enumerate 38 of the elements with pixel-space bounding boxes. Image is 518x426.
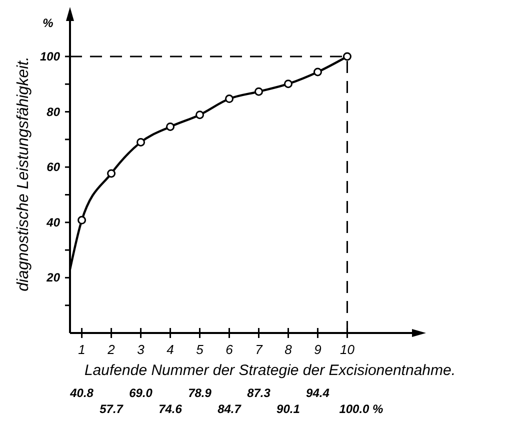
text: 84.7 [218, 402, 242, 416]
x-tick-label: 9 [314, 342, 322, 357]
text: 94.4 [306, 386, 330, 400]
text: 40.8 [69, 386, 94, 400]
text: 74.6 [158, 402, 182, 416]
x-tick-label: 10 [340, 342, 356, 357]
point [136, 138, 146, 146]
y-axis-title: diagnostische Leistungsfähigkeit. [15, 56, 32, 292]
point [342, 52, 352, 61]
point [166, 122, 175, 131]
x-tick-label: 5 [196, 342, 204, 357]
y-tick-label: 60 [46, 160, 60, 174]
x-axis-title: Laufende Nummer der Strategie der Excisionentnahme. [84, 362, 456, 379]
text: 69.0 [129, 386, 153, 400]
point [284, 80, 292, 88]
y-tick-label: 40 [46, 215, 60, 230]
y-tick-label: 80 [46, 104, 60, 119]
x-tick-label: 7 [255, 342, 264, 357]
x-tick-label: 8 [284, 342, 293, 357]
text: 78.9 [188, 386, 212, 400]
y-tick-label: 100 [40, 49, 60, 64]
x-tick-label: 2 [106, 342, 116, 357]
point [78, 216, 86, 224]
text: 100.0 % [339, 402, 384, 416]
y-tick-label: 20 [46, 270, 60, 285]
text: 90.1 [276, 402, 300, 416]
point [254, 87, 263, 96]
text: % [42, 16, 54, 30]
x-tick-label: 3 [137, 342, 146, 357]
point [196, 110, 204, 120]
point [107, 169, 116, 178]
x-tick-label: 1 [78, 342, 86, 357]
point [225, 94, 234, 104]
x-tick-label: 6 [226, 342, 234, 357]
text: 57.7 [100, 402, 124, 416]
text: 87.3 [247, 386, 271, 400]
point [313, 68, 322, 76]
x-tick-label: 4 [166, 342, 174, 357]
